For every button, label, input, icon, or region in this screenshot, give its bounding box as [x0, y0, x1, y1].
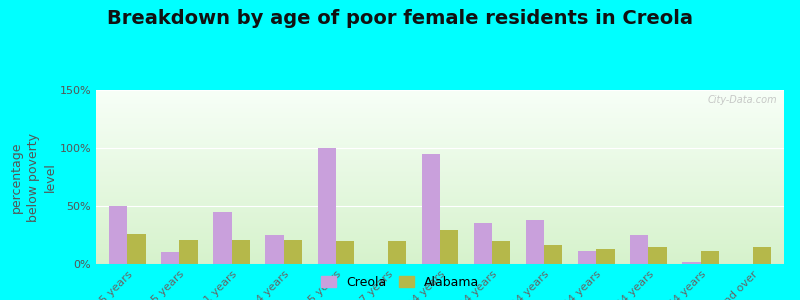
Bar — [422, 154, 440, 264]
Y-axis label: percentage
below poverty
level: percentage below poverty level — [10, 133, 57, 221]
Bar — [266, 235, 284, 264]
Bar — [388, 241, 406, 264]
Bar — [596, 249, 614, 264]
Bar — [492, 241, 510, 264]
Bar — [682, 262, 701, 264]
Bar — [284, 240, 302, 264]
Bar — [544, 245, 562, 264]
Bar — [753, 247, 771, 264]
Bar — [578, 251, 596, 264]
Bar — [214, 212, 231, 264]
Text: Breakdown by age of poor female residents in Creola: Breakdown by age of poor female resident… — [107, 9, 693, 28]
Bar — [701, 251, 719, 264]
Bar — [318, 148, 336, 264]
Bar — [336, 241, 354, 264]
Bar — [127, 234, 146, 264]
Bar — [440, 230, 458, 264]
Bar — [161, 252, 179, 264]
Text: City-Data.com: City-Data.com — [707, 95, 777, 105]
Bar — [179, 240, 198, 264]
Bar — [526, 220, 544, 264]
Bar — [474, 224, 492, 264]
Legend: Creola, Alabama: Creola, Alabama — [316, 271, 484, 294]
Bar — [231, 240, 250, 264]
Bar — [109, 206, 127, 264]
Bar — [630, 235, 649, 264]
Bar — [649, 247, 666, 264]
